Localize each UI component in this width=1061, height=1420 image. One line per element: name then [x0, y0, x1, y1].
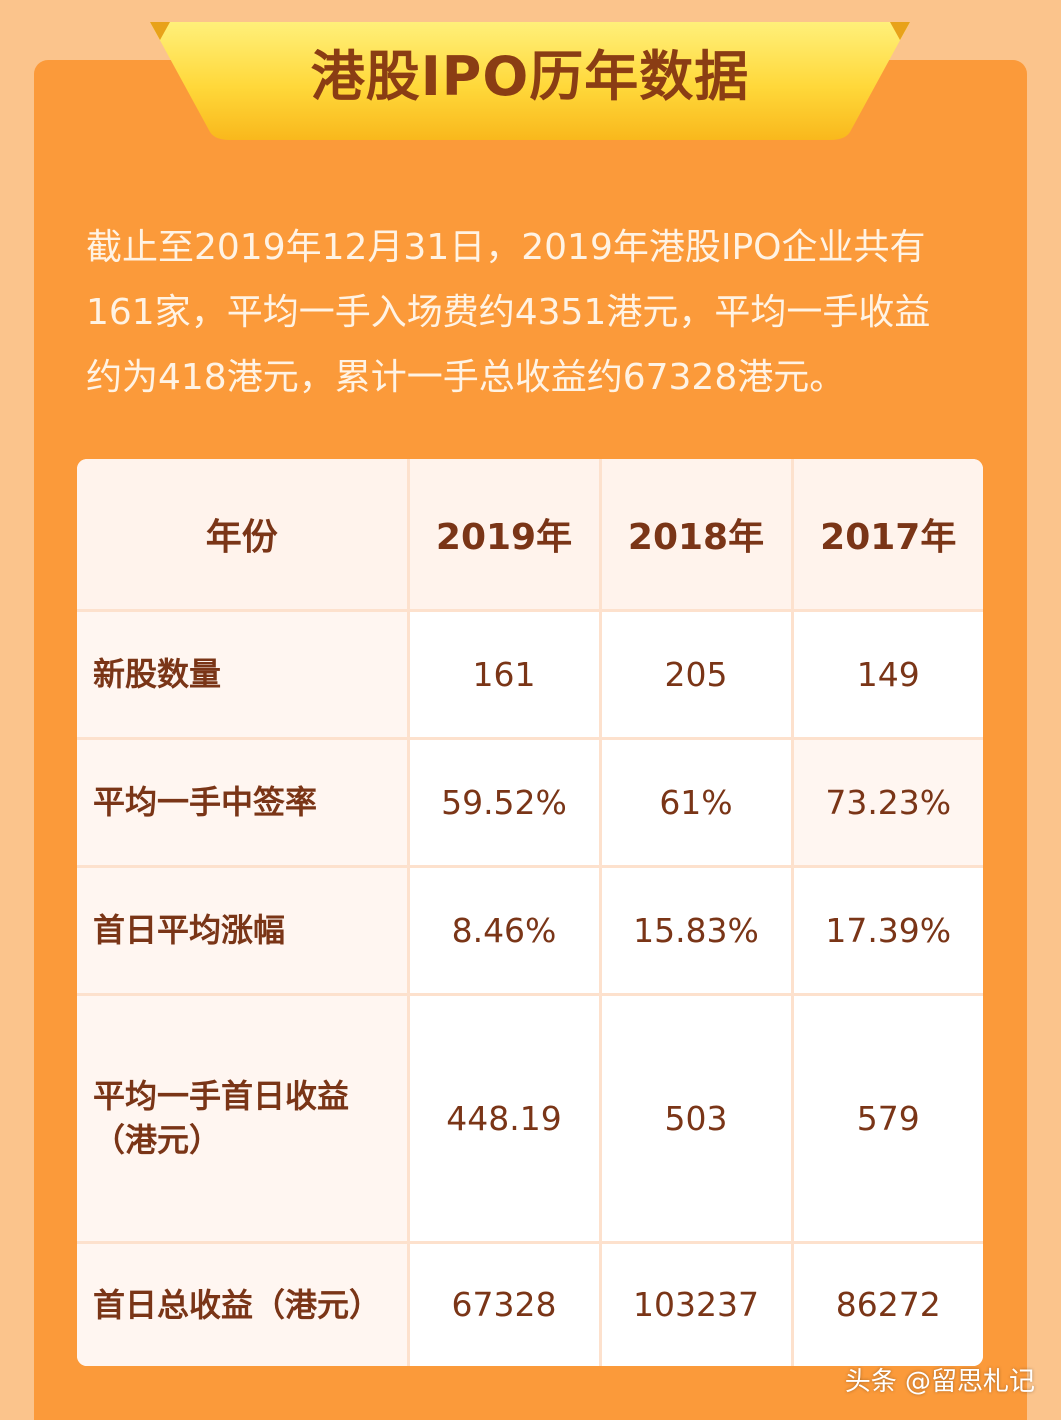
- table-row: 平均一手中签率 59.52% 61% 73.23%: [77, 736, 983, 868]
- row-label-first-day-gain: 首日平均涨幅: [77, 864, 410, 996]
- table-header-row: 年份 2019年 2018年 2017年: [77, 459, 983, 612]
- header-year-label: 年份: [77, 459, 410, 612]
- page-title: 港股IPO历年数据: [310, 45, 750, 108]
- cell-value: 8.46%: [406, 864, 602, 996]
- row-label-avg-lot-return: 平均一手首日收益（港元）: [77, 992, 410, 1244]
- row-label-new-listings: 新股数量: [77, 609, 410, 740]
- summary-line-3: 约为418港元，累计一手总收益约67328港元。: [86, 357, 846, 398]
- summary-line-2: 161家，平均一手入场费约4351港元，平均一手收益: [86, 292, 931, 333]
- cell-value: 161: [406, 609, 602, 740]
- cell-value: 67328: [406, 1240, 602, 1366]
- header-2019: 2019年: [406, 459, 602, 612]
- banner-shape: [150, 22, 910, 140]
- summary-line-1: 截止至2019年12月31日，2019年港股IPO企业共有: [86, 227, 926, 268]
- table-row: 首日平均涨幅 8.46% 15.83% 17.39%: [77, 864, 983, 996]
- cell-value: 103237: [598, 1240, 794, 1366]
- cell-value: 73.23%: [790, 736, 983, 868]
- cell-value: 59.52%: [406, 736, 602, 868]
- watermark: 头条 @留思札记: [844, 1367, 1035, 1397]
- row-label-total-return: 首日总收益（港元）: [77, 1240, 410, 1366]
- cell-value: 17.39%: [790, 864, 983, 996]
- title-banner: 港股IPO历年数据: [150, 22, 910, 142]
- cell-value: 149: [790, 609, 983, 740]
- cell-value: 579: [790, 992, 983, 1244]
- table-row: 新股数量 161 205 149: [77, 609, 983, 740]
- cell-value: 86272: [790, 1240, 983, 1366]
- ipo-data-table: 年份 2019年 2018年 2017年 新股数量 161 205 149 平均…: [77, 459, 983, 1366]
- cell-value: 205: [598, 609, 794, 740]
- summary-paragraph: 截止至2019年12月31日，2019年港股IPO企业共有 161家，平均一手入…: [86, 215, 976, 410]
- table-row: 平均一手首日收益（港元） 448.19 503 579: [77, 992, 983, 1244]
- cell-value: 503: [598, 992, 794, 1244]
- table-row: 首日总收益（港元） 67328 103237 86272: [77, 1240, 983, 1366]
- header-2018: 2018年: [598, 459, 794, 612]
- cell-value: 61%: [598, 736, 794, 868]
- row-label-allotment-rate: 平均一手中签率: [77, 736, 410, 868]
- cell-value: 15.83%: [598, 864, 794, 996]
- header-2017: 2017年: [790, 459, 983, 612]
- cell-value: 448.19: [406, 992, 602, 1244]
